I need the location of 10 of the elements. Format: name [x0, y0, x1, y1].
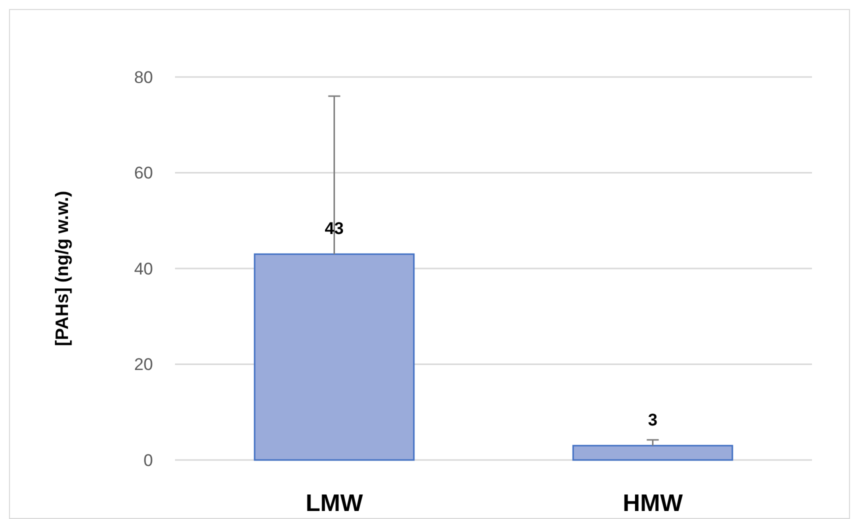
x-tick-label: HMW: [622, 490, 684, 517]
y-axis-title: [PAHs] (ng/g w.w.): [52, 190, 72, 346]
y-tick-label: 60: [134, 164, 153, 183]
y-tick-label: 20: [134, 355, 153, 374]
y-tick-label: 0: [144, 450, 153, 470]
data-label: 3: [648, 410, 658, 430]
y-tick-label: 40: [134, 259, 153, 278]
y-tick-label: 80: [134, 68, 153, 87]
x-tick-label: LMW: [306, 490, 364, 517]
data-label: 43: [324, 219, 344, 238]
